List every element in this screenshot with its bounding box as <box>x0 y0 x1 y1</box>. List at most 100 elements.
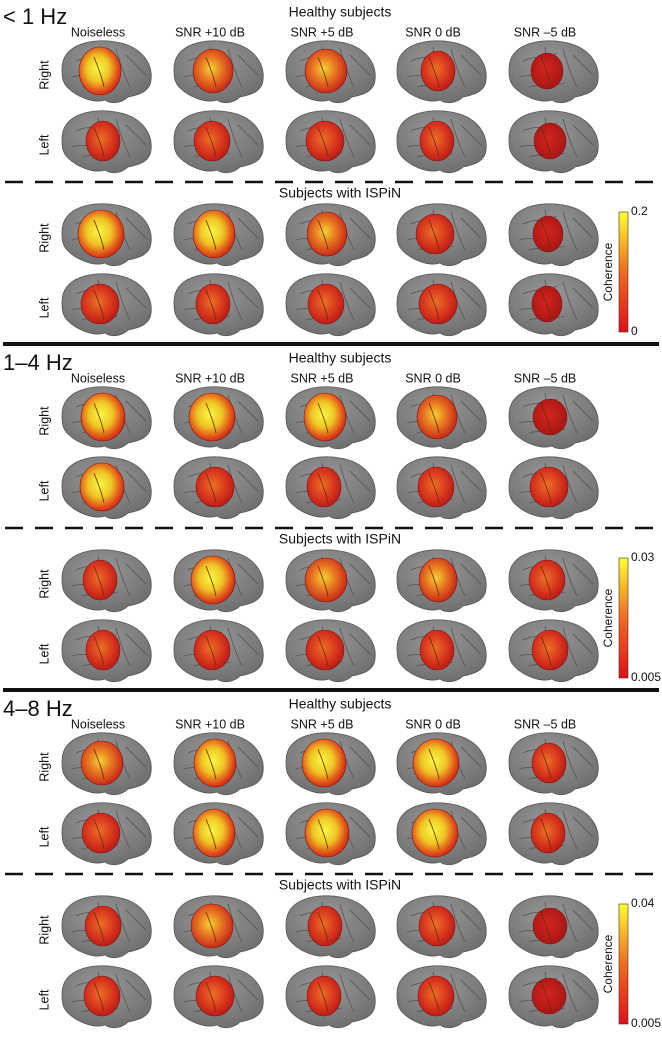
sulcus <box>428 126 440 158</box>
brain <box>61 732 152 796</box>
column-header: SNR –5 dB <box>514 371 577 385</box>
sulcus <box>562 118 578 158</box>
sulcus <box>227 118 243 158</box>
colorbar-label: Coherence <box>601 242 615 301</box>
activation <box>77 209 125 259</box>
column-header: SNR 0 dB <box>405 371 461 385</box>
sulcus <box>115 627 131 667</box>
column-header: Noiseless <box>71 717 125 731</box>
activation <box>82 559 118 601</box>
sulcus <box>339 627 355 667</box>
brain <box>61 456 152 520</box>
sulcus <box>428 911 440 943</box>
sulcus <box>450 464 466 504</box>
activation <box>306 975 342 1017</box>
brain <box>61 40 152 104</box>
sulcus <box>339 464 355 504</box>
group-title: Healthy subjects <box>289 4 392 20</box>
sulcus <box>205 56 217 88</box>
brain <box>173 273 264 337</box>
activation <box>195 466 235 508</box>
sulcus <box>562 211 578 251</box>
sulcus <box>349 400 371 422</box>
sulcus <box>349 909 371 931</box>
brain <box>396 732 487 796</box>
sulcus <box>227 464 243 504</box>
activation <box>419 629 455 671</box>
column-header: SNR +10 dB <box>175 717 245 731</box>
sulcus <box>317 635 329 667</box>
activation <box>84 905 122 947</box>
colorbar <box>618 903 629 1025</box>
band-label: 1–4 Hz <box>3 350 73 375</box>
sulcus <box>317 911 329 943</box>
activation <box>78 46 122 96</box>
sulcus <box>317 472 329 504</box>
sulcus <box>227 627 243 667</box>
brain <box>508 732 599 796</box>
sulcus <box>562 464 578 504</box>
sulcus <box>125 816 147 838</box>
group-title: Healthy subjects <box>289 696 392 712</box>
activation <box>415 213 455 255</box>
activation <box>192 48 234 94</box>
activation <box>418 557 458 603</box>
activation <box>418 283 458 325</box>
activation <box>188 392 236 442</box>
sulcus <box>572 816 594 838</box>
colorbar <box>618 211 629 333</box>
activation <box>532 215 564 253</box>
sulcus <box>450 211 466 251</box>
sulcus <box>205 289 217 321</box>
sulcus <box>125 979 147 1001</box>
brain <box>173 549 264 613</box>
brain <box>508 110 599 174</box>
sulcus <box>317 565 329 597</box>
sulcus <box>460 470 482 492</box>
row-label: Right <box>37 223 51 253</box>
sulcus <box>115 810 131 850</box>
brain <box>285 40 376 104</box>
sulcus <box>317 818 329 850</box>
activation <box>192 808 236 858</box>
brain <box>173 965 264 1029</box>
sulcus <box>93 402 105 434</box>
brain <box>508 895 599 959</box>
brain <box>173 895 264 959</box>
sulcus <box>227 281 243 321</box>
sulcus <box>115 281 131 321</box>
activation <box>304 48 348 94</box>
sulcus <box>349 124 371 146</box>
brain <box>61 203 152 267</box>
brain <box>396 619 487 683</box>
activation <box>80 740 124 786</box>
column-header: SNR +5 dB <box>291 371 354 385</box>
colorbar-min: 0.005 <box>631 1016 661 1030</box>
column-header: SNR +5 dB <box>291 717 354 731</box>
activation <box>417 975 455 1017</box>
sulcus <box>317 748 329 780</box>
brain <box>396 965 487 1029</box>
sulcus <box>93 981 105 1013</box>
row-label: Left <box>37 480 51 501</box>
row-label: Left <box>37 643 51 664</box>
activation <box>531 629 569 671</box>
activation <box>533 122 567 160</box>
sulcus <box>428 289 440 321</box>
activation <box>80 283 120 325</box>
sulcus <box>205 565 217 597</box>
sulcus <box>562 394 578 434</box>
sulcus <box>93 472 105 504</box>
sulcus <box>93 219 105 251</box>
row-label: Right <box>37 569 51 599</box>
sulcus <box>572 400 594 422</box>
sulcus <box>317 56 329 88</box>
sulcus <box>339 740 355 780</box>
colorbar-max: 0.03 <box>631 550 655 564</box>
sulcus <box>125 563 147 585</box>
sulcus <box>125 633 147 655</box>
sulcus <box>540 981 552 1013</box>
brain <box>173 619 264 683</box>
row-label: Left <box>37 989 51 1010</box>
